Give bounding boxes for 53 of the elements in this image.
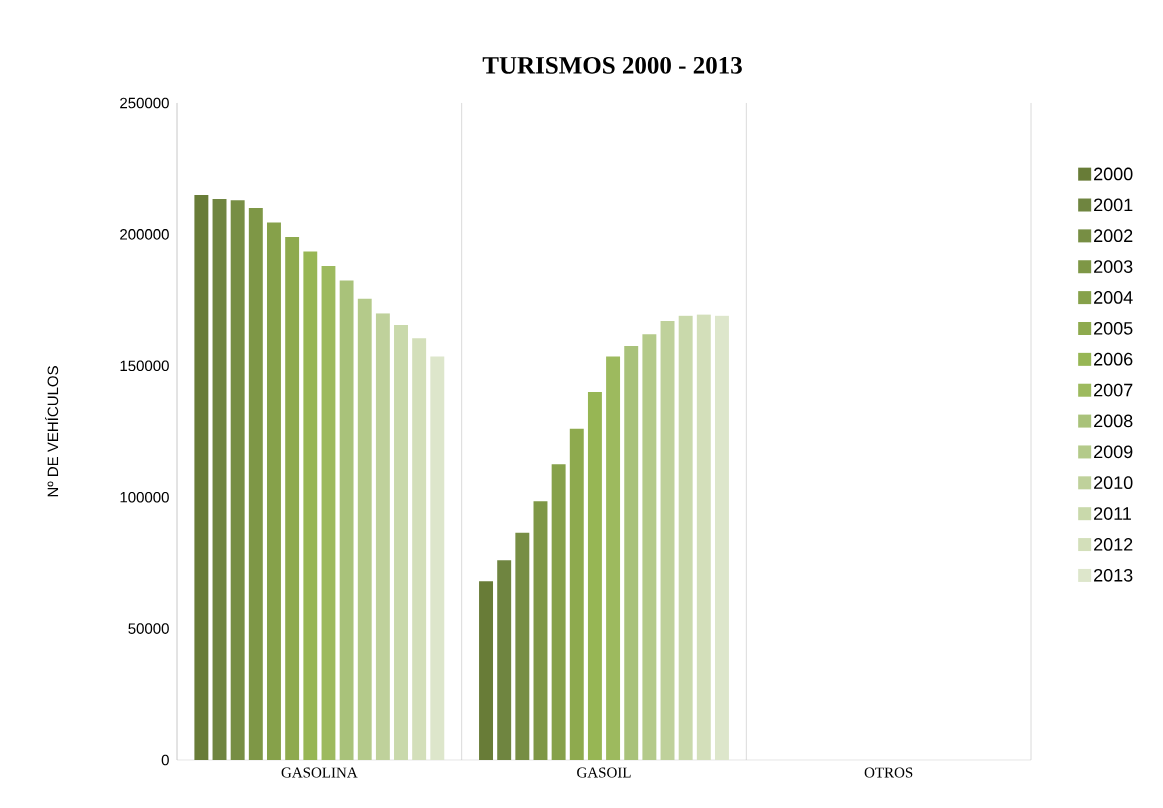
bar: [606, 356, 621, 760]
bar: [660, 321, 675, 760]
legend-label: 2000: [1094, 167, 1133, 181]
legend-label: 2009: [1094, 445, 1133, 459]
bar: [266, 222, 281, 760]
x-tick-label: GASOIL: [577, 767, 631, 778]
legend-label: 2008: [1094, 414, 1133, 428]
bar: [212, 198, 227, 760]
y-tick-label: 250000: [120, 97, 169, 109]
bar: [412, 338, 427, 760]
bar: [497, 560, 512, 760]
bar: [714, 315, 729, 760]
legend-label: 2004: [1094, 291, 1133, 304]
legend-label: 2003: [1094, 260, 1133, 273]
legend-label: 2002: [1094, 229, 1133, 243]
bar: [624, 346, 639, 760]
legend-label: 2005: [1094, 321, 1133, 335]
bar: [569, 428, 584, 760]
y-tick-label: 0: [161, 754, 169, 766]
legend-label: 2006: [1094, 352, 1133, 366]
bar: [230, 200, 245, 760]
bar: [430, 356, 445, 760]
bar: [587, 392, 602, 760]
bar: [357, 298, 372, 760]
bar: [375, 313, 390, 760]
y-tick-label: 50000: [128, 623, 169, 634]
bar: [678, 315, 693, 760]
bar: [194, 194, 209, 760]
bar: [696, 314, 711, 760]
bar: [479, 581, 494, 760]
bar: [248, 208, 263, 760]
legend-label: 2012: [1094, 538, 1133, 551]
y-axis-title: Nº DE VEHÍCULOS: [45, 366, 59, 497]
bar: [642, 334, 657, 760]
bar: [285, 237, 300, 760]
bar: [515, 532, 530, 760]
x-tick-label: GASOLINA: [281, 767, 358, 778]
y-tick-label: 150000: [120, 360, 169, 372]
legend-label: 2013: [1094, 568, 1133, 582]
legend-label: 2011: [1094, 507, 1131, 520]
y-tick-label: 100000: [120, 491, 169, 503]
bar: [551, 464, 566, 760]
legend-label: 2007: [1094, 383, 1133, 397]
bar: [321, 265, 336, 760]
bar: [533, 501, 548, 760]
legend-label: 2010: [1094, 476, 1133, 490]
x-tick-label: OTROS: [864, 767, 913, 778]
bar: [303, 251, 318, 760]
legend-label: 2001: [1094, 198, 1133, 212]
chart-title: TURISMOS 2000 - 2013: [482, 56, 742, 74]
y-tick-label: 200000: [120, 229, 169, 240]
bar: [339, 280, 354, 760]
bar: [394, 325, 408, 760]
